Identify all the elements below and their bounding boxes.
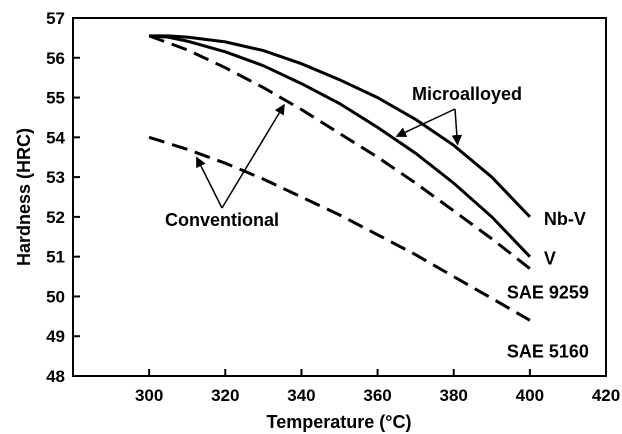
y-tick-label: 54	[46, 128, 65, 147]
x-tick-label: 380	[440, 386, 468, 405]
series-label-sae-5160: SAE 5160	[507, 341, 589, 361]
y-tick-label: 51	[46, 248, 65, 267]
plot-frame	[72, 17, 607, 377]
annotation-arrow	[195, 156, 223, 209]
y-axis-ticks: 48 49 50 51 52 53 54 55 56 57	[46, 9, 80, 386]
y-tick-label: 57	[46, 9, 65, 28]
x-tick-label: 340	[287, 386, 315, 405]
x-tick-label: 320	[211, 386, 239, 405]
y-tick-label: 52	[46, 208, 65, 227]
y-tick-label: 49	[46, 327, 65, 346]
y-axis-title: Hardness (HRC)	[14, 128, 34, 266]
series-layer	[148, 34, 531, 322]
y-tick-label: 48	[46, 367, 65, 386]
y-tick-label: 53	[46, 168, 65, 187]
series-line-nb-v	[149, 34, 531, 218]
annotation-arrow	[221, 103, 285, 209]
series-label-v: V	[544, 249, 556, 269]
annotation-arrow	[451, 108, 463, 146]
x-tick-label: 300	[135, 386, 163, 405]
annotation-microalloyed: Microalloyed	[412, 84, 522, 104]
series-label-nb-v: Nb-V	[544, 209, 586, 229]
annotation-layer: Microalloyed Conventional	[165, 84, 522, 230]
annotation-arrow	[395, 108, 456, 138]
y-tick-label: 56	[46, 49, 65, 68]
series-label-sae-9259: SAE 9259	[507, 283, 589, 303]
y-tick-label: 50	[46, 287, 65, 306]
x-axis-title: Temperature (°C)	[267, 412, 412, 432]
x-tick-label: 360	[363, 386, 391, 405]
x-tick-label: 420	[592, 386, 620, 405]
series-line-sae-5160	[148, 135, 531, 322]
series-label-layer: Nb-V V SAE 9259 SAE 5160	[507, 209, 589, 361]
y-tick-label: 55	[46, 89, 65, 108]
series-line-sae-9259	[148, 34, 531, 270]
annotation-conventional: Conventional	[165, 210, 279, 230]
series-line-v	[149, 34, 531, 258]
x-tick-label: 400	[516, 386, 544, 405]
x-axis-ticks: 300 320 340 360 380 400 420	[135, 369, 620, 405]
